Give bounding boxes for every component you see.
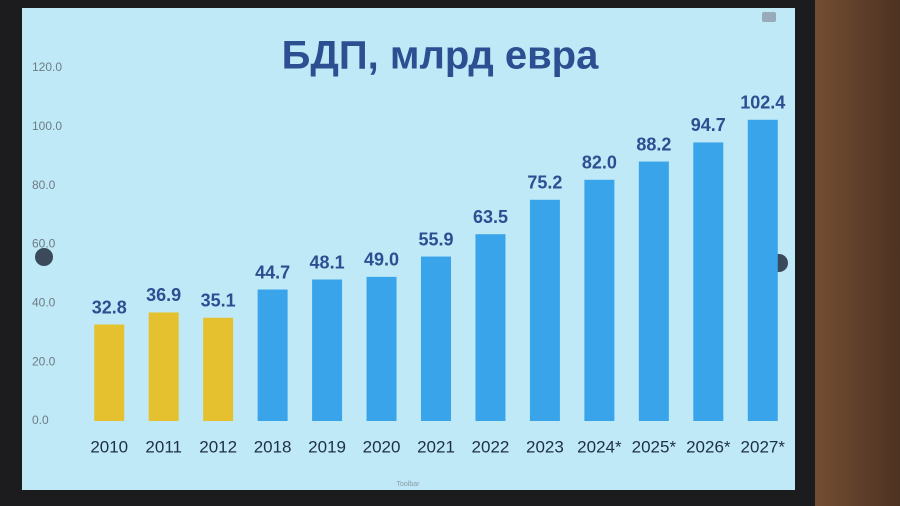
x-tick-label: 2021	[417, 437, 455, 456]
y-tick-label: 0.0	[32, 413, 49, 427]
bar	[203, 317, 234, 421]
bar	[257, 289, 288, 421]
y-tick-label: 40.0	[32, 296, 56, 310]
x-tick-label: 2027*	[741, 437, 786, 456]
x-tick-label: 2018	[254, 437, 292, 456]
bar	[584, 179, 615, 421]
x-tick-label: 2019	[308, 437, 346, 456]
value-label: 75.2	[527, 173, 562, 193]
bar	[529, 199, 560, 421]
y-tick-label: 20.0	[32, 354, 56, 368]
value-label: 55.9	[418, 229, 453, 249]
x-tick-label: 2011	[145, 437, 182, 456]
bar	[312, 279, 343, 421]
wall	[800, 0, 900, 506]
side-handle[interactable]	[35, 248, 53, 266]
y-tick-label: 80.0	[32, 178, 56, 192]
bar	[475, 234, 506, 421]
value-label: 102.4	[740, 93, 785, 113]
bar	[747, 119, 778, 422]
y-tick-label: 120.0	[32, 60, 62, 74]
bar	[421, 256, 451, 421]
y-tick-label: 100.0	[32, 119, 62, 133]
x-tick-label: 2024*	[577, 437, 622, 456]
bar	[693, 142, 724, 421]
x-tick-label: 2023	[526, 437, 564, 456]
value-label: 63.5	[473, 207, 508, 227]
x-tick-label: 2012	[199, 437, 237, 456]
toolbar-label[interactable]: Toolbar	[397, 481, 421, 488]
x-tick-label: 2022	[472, 437, 510, 456]
screen-icon[interactable]	[762, 12, 776, 22]
value-label: 94.7	[691, 115, 726, 135]
x-tick-label: 2025*	[632, 437, 677, 456]
bar	[366, 276, 397, 421]
value-label: 36.9	[146, 285, 181, 305]
value-label: 48.1	[310, 252, 345, 272]
value-label: 82.0	[582, 153, 617, 173]
value-label: 49.0	[364, 250, 399, 270]
bar	[148, 312, 179, 421]
y-tick-label: 60.0	[32, 237, 56, 251]
x-tick-label: 2010	[90, 437, 128, 456]
x-tick-label: 2026*	[686, 437, 731, 456]
bar	[638, 161, 669, 422]
value-label: 35.1	[201, 290, 236, 310]
value-label: 44.7	[255, 262, 290, 282]
value-label: 32.8	[92, 297, 127, 317]
chart-title: БДП, млрд евра	[282, 34, 599, 78]
bar	[94, 324, 125, 421]
value-label: 88.2	[636, 134, 671, 154]
screen	[22, 8, 795, 490]
x-tick-label: 2020	[363, 437, 401, 456]
